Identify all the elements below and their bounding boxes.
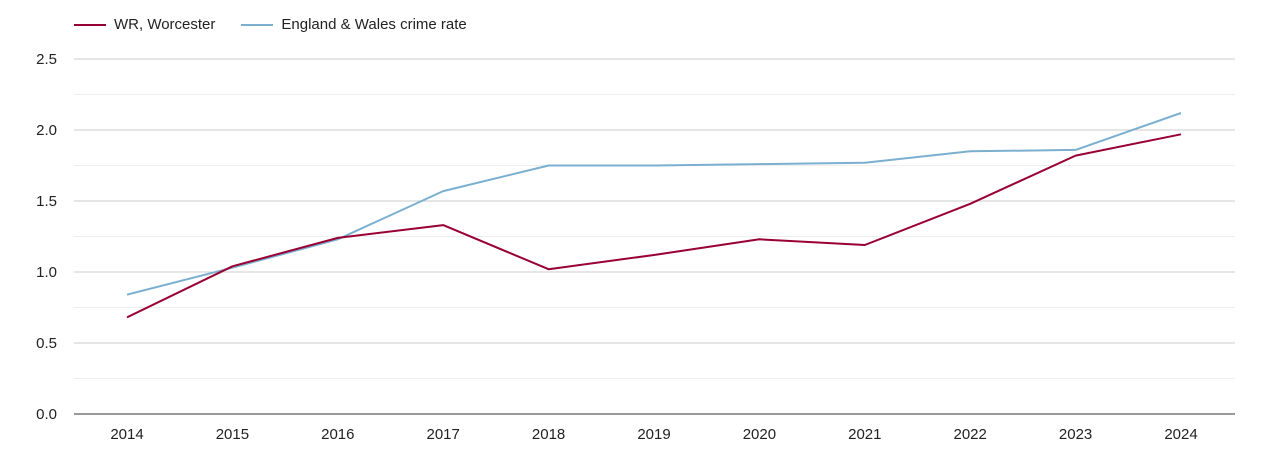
legend: WR, Worcester England & Wales crime rate: [74, 16, 467, 33]
series-line-worcester: [127, 134, 1181, 317]
x-tick-label: 2022: [954, 426, 987, 443]
legend-swatch-england-wales: [241, 24, 273, 26]
y-tick-label: 0.0: [36, 406, 57, 423]
x-tick-label: 2015: [216, 426, 249, 443]
x-tick-label: 2014: [110, 426, 143, 443]
x-tick-label: 2024: [1164, 426, 1197, 443]
legend-label-england-wales: England & Wales crime rate: [281, 16, 466, 33]
series-line-england-wales: [127, 113, 1181, 295]
x-tick-label: 2023: [1059, 426, 1092, 443]
y-tick-label: 2.0: [36, 122, 57, 139]
y-tick-label: 1.5: [36, 193, 57, 210]
legend-label-worcester: WR, Worcester: [114, 16, 215, 33]
x-tick-label: 2017: [427, 426, 460, 443]
y-tick-label: 1.0: [36, 264, 57, 281]
x-tick-label: 2019: [637, 426, 670, 443]
legend-swatch-worcester: [74, 24, 106, 26]
x-tick-label: 2018: [532, 426, 565, 443]
x-tick-label: 2020: [743, 426, 776, 443]
y-tick-label: 2.5: [36, 51, 57, 68]
legend-item-england-wales: England & Wales crime rate: [241, 16, 466, 33]
legend-item-worcester: WR, Worcester: [74, 16, 215, 33]
y-tick-label: 0.5: [36, 335, 57, 352]
x-tick-label: 2016: [321, 426, 354, 443]
x-tick-label: 2021: [848, 426, 881, 443]
